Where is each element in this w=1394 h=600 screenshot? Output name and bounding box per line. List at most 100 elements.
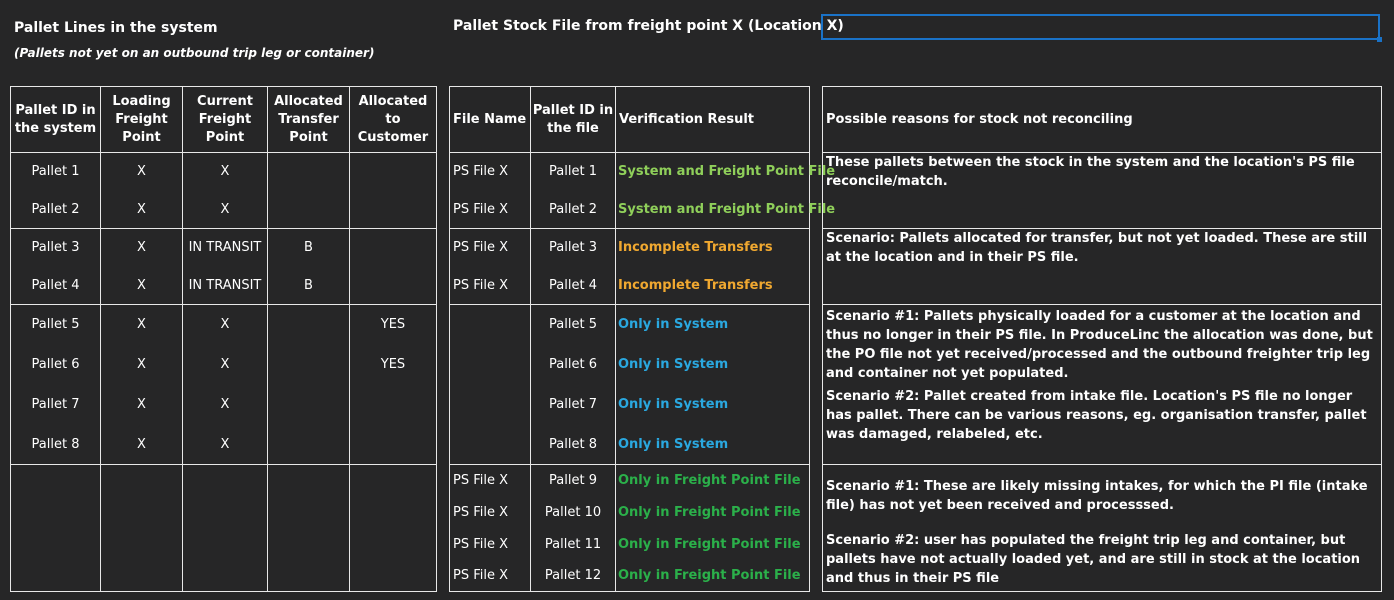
cell: IN TRANSIT (182, 228, 268, 267)
reasons-table: Possible reasons for stock not reconcili… (822, 86, 1382, 592)
table-row: PS File X Pallet 11 Only in Freight Point … (449, 528, 810, 561)
cell: PS File X (449, 152, 531, 191)
header-loading-point: Loading Freight Point (100, 86, 183, 153)
verification-result: Only in Freight Point File (615, 464, 810, 497)
cell: PS File X (449, 528, 531, 561)
cell: Pallet 2 (10, 190, 101, 229)
cell: Pallet 5 (530, 304, 616, 345)
verification-result: System and Freight Point File (615, 190, 835, 229)
table-row: Pallet 6 Only in System (449, 344, 810, 385)
table-row: Pallet 3 X IN TRANSIT B (10, 228, 437, 267)
left-title: Pallet Lines in the system (14, 20, 218, 36)
cell (267, 344, 350, 385)
file-pallet-table: File Name Pallet ID in the file Verifica… (449, 86, 835, 592)
cell (267, 384, 350, 425)
verification-result: Only in System (615, 424, 810, 465)
selected-cell[interactable] (821, 14, 1382, 42)
middle-title: Pallet Stock File from freight point X (… (453, 18, 844, 34)
cell: PS File X (449, 228, 531, 267)
cell: X (100, 228, 183, 267)
header-customer: Allocated to Customer (349, 86, 437, 153)
cell: PS File X (449, 560, 531, 592)
table-row: PS File X Pallet 12 Only in Freight Point … (449, 560, 810, 592)
table-row: PS File X Pallet 9 Only in Freight Point F… (449, 464, 810, 497)
table-row: PS File X Pallet 1 System and Freight Poin… (449, 152, 835, 191)
verification-result: System and Freight Point File (615, 152, 835, 191)
reason-incomplete-transfers: Scenario: Pallets allocated for transfer… (822, 228, 1382, 305)
table-row: PS File X Pallet 3 Incomplete Transfers (449, 228, 810, 267)
cell: X (182, 190, 268, 229)
cell: Pallet 5 (10, 304, 101, 345)
cell (267, 190, 350, 229)
table-row: Pallet 4 X IN TRANSIT B (10, 266, 437, 305)
cell (100, 464, 183, 592)
cell: YES (349, 344, 437, 385)
cell (449, 304, 531, 345)
table-row: Pallet 5 Only in System (449, 304, 810, 345)
verification-result: Only in Freight Point File (615, 560, 810, 592)
cell: X (100, 152, 183, 191)
verification-result: Only in Freight Point File (615, 496, 810, 529)
reason-only-system: Scenario #1: Pallets physically loaded f… (822, 304, 1382, 465)
cell: X (182, 152, 268, 191)
header-pallet-id: Pallet ID in the system (10, 86, 101, 153)
reasons-header: Possible reasons for stock not reconcili… (822, 86, 1382, 153)
table-row: Pallet 7 Only in System (449, 384, 810, 425)
cell (10, 464, 101, 592)
verification-result: Only in System (615, 384, 810, 425)
reason-reconciled: These pallets between the stock in the s… (822, 152, 1382, 229)
cell (449, 424, 531, 465)
reason-only-file-scenario-1: Scenario #1: These are likely missing in… (826, 479, 1368, 513)
cell: X (100, 344, 183, 385)
cell: X (182, 344, 268, 385)
verification-result: Incomplete Transfers (615, 228, 810, 267)
cell: X (100, 266, 183, 305)
cell (449, 344, 531, 385)
cell: X (100, 384, 183, 425)
reason-only-system-scenario-1: Scenario #1: Pallets physically loaded f… (826, 309, 1373, 381)
cell: Pallet 8 (530, 424, 616, 465)
cell: X (182, 424, 268, 465)
cell: Pallet 3 (530, 228, 616, 267)
cell: PS File X (449, 496, 531, 529)
table-row: PS File X Pallet 2 System and Freight Poin… (449, 190, 835, 229)
verification-result: Incomplete Transfers (615, 266, 810, 305)
cell: Pallet 4 (10, 266, 101, 305)
cell: X (182, 304, 268, 345)
cell (267, 152, 350, 191)
cell: Pallet 1 (10, 152, 101, 191)
cell (349, 152, 437, 191)
cell (267, 464, 350, 592)
header-transfer-point: Allocated Transfer Point (267, 86, 350, 153)
system-pallet-table: Pallet ID in the system Loading Freight … (10, 86, 437, 592)
cell: Pallet 9 (530, 464, 616, 497)
fill-handle[interactable] (1377, 37, 1382, 42)
cell (349, 266, 437, 305)
cell: Pallet 2 (530, 190, 616, 229)
cell (267, 304, 350, 345)
cell: Pallet 12 (530, 560, 616, 592)
cell: Pallet 1 (530, 152, 616, 191)
cell: Pallet 11 (530, 528, 616, 561)
cell (182, 464, 268, 592)
cell: Pallet 7 (10, 384, 101, 425)
reason-only-file: Scenario #1: These are likely missing in… (822, 464, 1382, 592)
reason-only-system-scenario-2: Scenario #2: Pallet created from intake … (826, 389, 1367, 442)
cell: X (100, 190, 183, 229)
cell: Pallet 4 (530, 266, 616, 305)
table-row-empty (10, 464, 437, 592)
cell: YES (349, 304, 437, 345)
verification-result: Only in System (615, 304, 810, 345)
table-row: PS File X Pallet 10 Only in Freight Point … (449, 496, 810, 529)
cell (449, 384, 531, 425)
verification-result: Only in System (615, 344, 810, 385)
cell: X (182, 384, 268, 425)
cell: Pallet 8 (10, 424, 101, 465)
header-verification-result: Verification Result (615, 86, 810, 153)
cell: PS File X (449, 266, 531, 305)
reason-only-file-scenario-2: Scenario #2: user has populated the frei… (826, 533, 1361, 586)
